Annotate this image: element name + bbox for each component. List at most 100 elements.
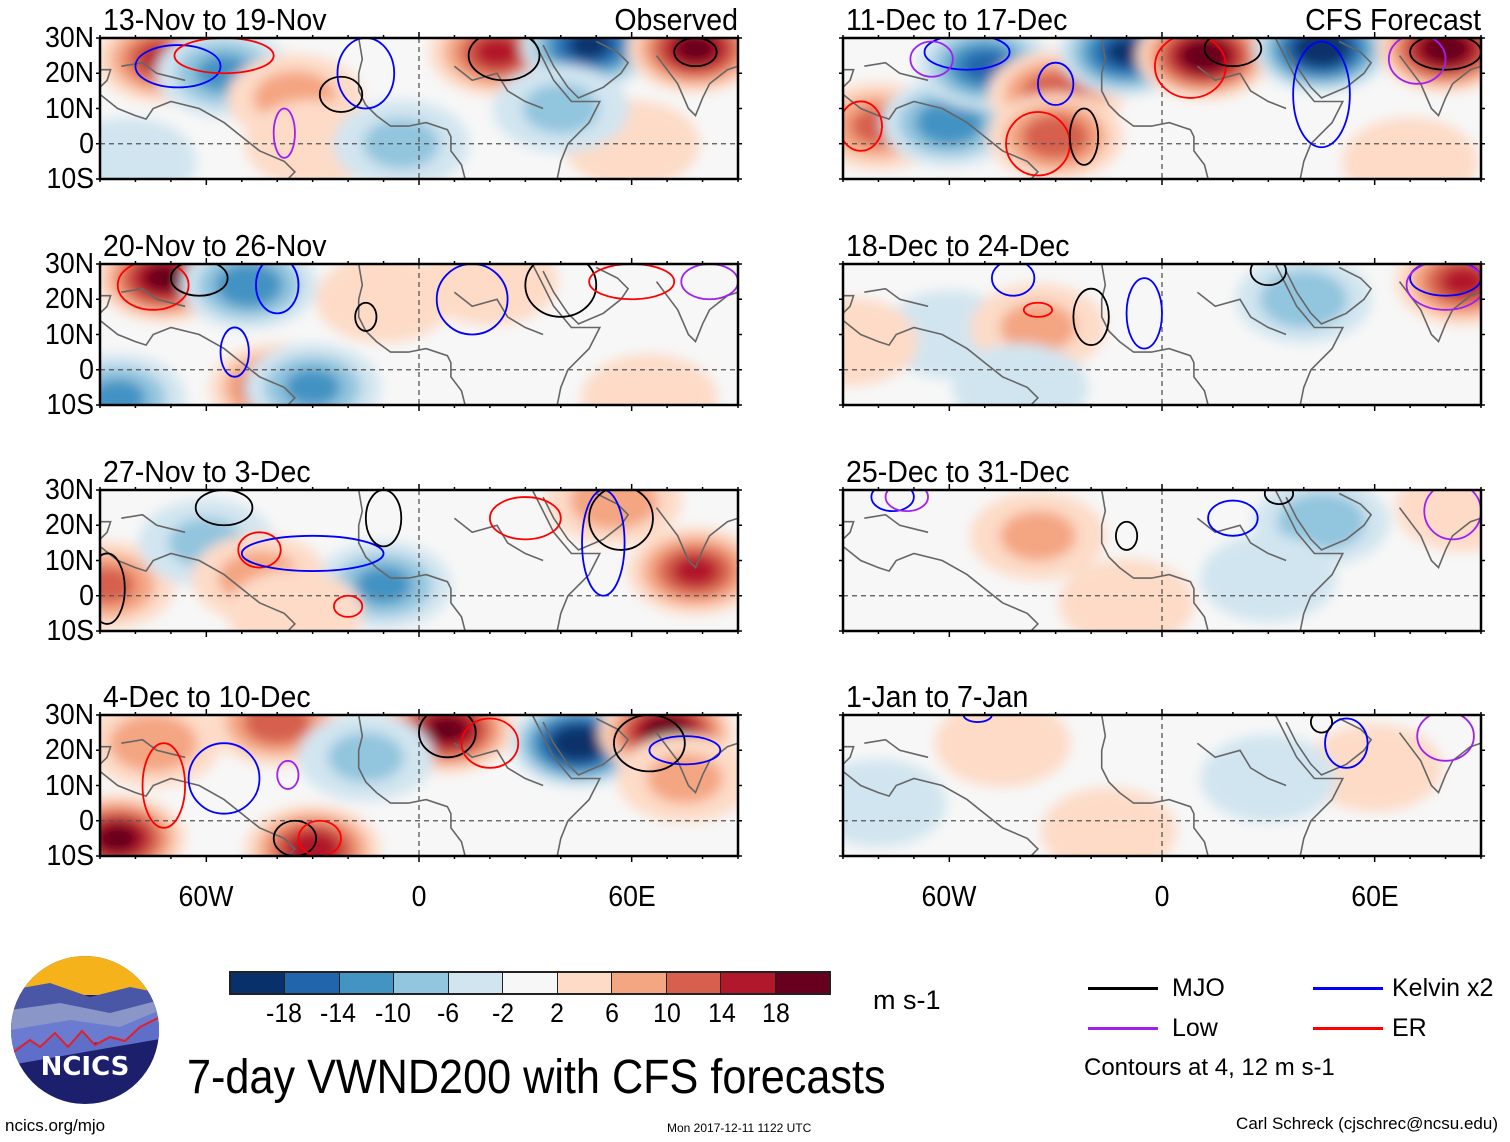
- legend-label-mjo: MJO: [1172, 974, 1225, 1002]
- logo-text: NCICS: [41, 1052, 130, 1082]
- contour-mjo: [1249, 264, 1287, 287]
- contour-kelvin-x2: [336, 38, 396, 110]
- anomaly-mark: [1440, 266, 1481, 298]
- contour-er: [237, 531, 282, 569]
- anomaly-mark: [1421, 38, 1470, 65]
- y-tick-label: 30N: [45, 248, 94, 280]
- map-panel: [96, 484, 742, 637]
- anomaly-mark: [1021, 114, 1090, 159]
- contour-mjo: [1115, 520, 1139, 551]
- contour-mjo: [1309, 715, 1334, 734]
- x-tick-label: 60E: [607, 881, 656, 913]
- contour-er: [588, 264, 676, 301]
- anomaly-mark: [999, 302, 1076, 353]
- column-label: Observed: [614, 2, 738, 37]
- contour-kelvin-x2: [1324, 717, 1369, 769]
- panel-title: 1-Jan to 7-Jan: [846, 679, 1029, 714]
- contour-kelvin-x2: [923, 38, 1011, 71]
- y-tick-label: 20N: [45, 509, 94, 542]
- contour-kelvin-x2: [435, 264, 509, 336]
- colorbar-label: -6: [436, 998, 459, 1028]
- y-tick-label: 10S: [46, 389, 94, 421]
- x-tick-label: 60W: [921, 881, 977, 913]
- anomaly-mark: [421, 264, 558, 326]
- panel-title: 13-Nov to 19-Nov: [103, 2, 327, 37]
- anomaly-mark: [915, 100, 984, 145]
- y-tick-label: 20N: [45, 57, 94, 90]
- legend-line-mjo: [1088, 987, 1158, 990]
- anomaly-mark: [100, 379, 146, 405]
- y-tick-label: 30N: [45, 699, 94, 731]
- colorbar: [229, 971, 831, 995]
- coastline: [100, 715, 738, 856]
- anomaly-mark: [143, 264, 184, 292]
- column-label: CFS Forecast: [1305, 2, 1481, 37]
- contour-mjo: [354, 301, 378, 332]
- coastline: [843, 38, 1481, 179]
- x-tick-label: 60W: [178, 881, 234, 913]
- y-tick-label: 10S: [46, 615, 94, 647]
- contour-note: Contours at 4, 12 m s-1: [1084, 1054, 1335, 1081]
- coastline: [843, 715, 1481, 856]
- colorbar-label: 6: [605, 998, 619, 1028]
- map-panel: [96, 709, 742, 862]
- x-tick-label: 0: [1154, 881, 1170, 913]
- legend-line-low: [1088, 1027, 1158, 1030]
- map-panel: [839, 32, 1485, 185]
- anomaly-mark: [109, 715, 198, 772]
- anomaly-mark: [355, 566, 412, 604]
- contour-kelvin-x2: [134, 44, 222, 89]
- y-tick-label: 10N: [45, 544, 94, 577]
- anomaly-mark: [934, 715, 1071, 788]
- colorbar-swatch: [339, 973, 395, 993]
- legend-label-kelvin: Kelvin x2: [1392, 974, 1494, 1002]
- contour-er: [297, 819, 342, 856]
- anomaly-mark: [473, 38, 520, 68]
- anomaly-mark: [999, 510, 1076, 561]
- anomaly-mark: [1303, 38, 1340, 61]
- anomaly-mark: [1342, 117, 1479, 179]
- coastline: [100, 264, 738, 405]
- colorbar-label: -2: [491, 998, 514, 1028]
- colorbar-label: 18: [762, 998, 791, 1028]
- contour-low: [276, 759, 300, 790]
- y-tick-label: 20N: [45, 734, 94, 767]
- panel-title: 20-Nov to 26-Nov: [103, 228, 327, 263]
- colorbar-label: -18: [265, 998, 302, 1028]
- map-panel: [96, 258, 742, 411]
- anomaly-mark: [100, 566, 136, 604]
- anomaly-mark: [284, 368, 341, 405]
- x-tick-label: 0: [411, 881, 427, 913]
- contour-kelvin-x2: [240, 534, 385, 572]
- legend-label-er: ER: [1392, 1014, 1427, 1042]
- coastline: [100, 38, 738, 179]
- colorbar-label: 10: [652, 998, 681, 1028]
- contour-kelvin-x2: [1292, 40, 1351, 149]
- contour-kelvin-x2: [581, 490, 626, 597]
- y-tick-label: 20N: [45, 283, 94, 316]
- anomaly-mark: [1040, 787, 1177, 856]
- ncics-logo: NCICS: [11, 956, 159, 1104]
- contour-mjo: [524, 264, 598, 318]
- contour-er: [173, 38, 275, 75]
- contour-kelvin-x2: [255, 264, 300, 315]
- contour-mjo: [673, 38, 718, 68]
- anomaly-mark: [569, 490, 658, 530]
- anomaly-mark: [672, 555, 719, 587]
- colorbar-label: -14: [320, 998, 357, 1028]
- contour-mjo: [1068, 107, 1100, 166]
- contour-kelvin-x2: [219, 326, 250, 378]
- contour-kelvin-x2: [648, 735, 722, 766]
- y-tick-label: 0: [79, 353, 94, 386]
- contour-low: [1423, 490, 1481, 541]
- colorbar-label: 2: [550, 998, 565, 1028]
- legend-label-low: Low: [1172, 1014, 1218, 1042]
- colorbar-swatch: [231, 973, 286, 993]
- contour-mjo: [169, 264, 229, 297]
- contour-kelvin-x2: [990, 264, 1036, 297]
- y-tick-label: 30N: [45, 22, 94, 54]
- y-tick-label: 10S: [46, 840, 94, 872]
- anomaly-mark: [427, 715, 468, 743]
- contour-low: [884, 490, 929, 513]
- site-link[interactable]: ncics.org/mjo: [5, 1116, 106, 1135]
